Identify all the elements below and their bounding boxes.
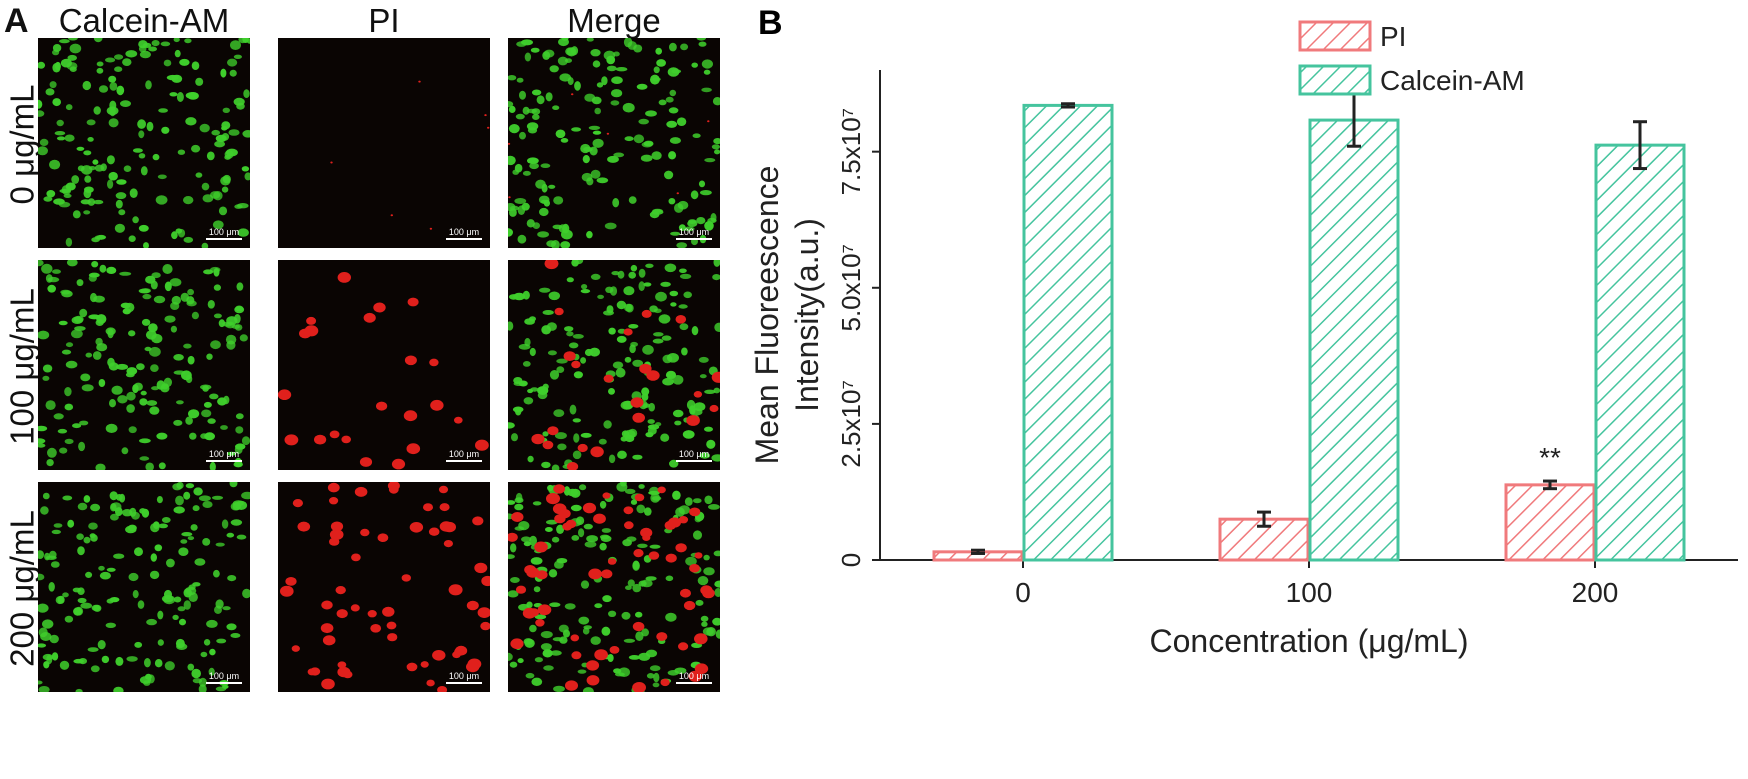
row-label-0: 0 μg/mL (3, 84, 41, 205)
legend-swatch-pi (1298, 20, 1372, 52)
row-label-200: 200 μg/mL (3, 510, 41, 667)
row-label-100: 100 μg/mL (3, 288, 41, 445)
micrograph-pi-row-2: 100 μm (278, 482, 490, 692)
y-tick-label: 5.0x10⁷ (836, 244, 866, 331)
merged-cells-image (508, 260, 720, 470)
scale-bar-line (676, 682, 712, 684)
merged-cells-image (508, 38, 720, 248)
bar-calcein-am-0 (1022, 103, 1114, 562)
x-tick-label: 0 (1015, 577, 1031, 608)
y-axis-title-line1: Mean Fluoreescence (749, 166, 785, 465)
panel-a: A Calcein-AM PI Merge 0 μg/mL 100 μg/mL … (0, 0, 740, 774)
x-tick-label: 200 (1572, 577, 1619, 608)
green-cells-image (38, 260, 250, 470)
micrograph-merge-row-0: 100 μm (508, 38, 720, 248)
scale-bar-line (676, 460, 712, 462)
scale-bar-line (206, 238, 242, 240)
scale-bar: 100 μm (206, 228, 242, 240)
scale-bar-line (206, 682, 242, 684)
micrograph-calcein-row-1: 100 μm (38, 260, 250, 470)
scale-bar: 100 μm (446, 672, 482, 684)
scale-bar: 100 μm (676, 672, 712, 684)
column-header-merge: Merge (567, 2, 661, 39)
bar-chart: B 0 2.5x10⁷ 5.0x10⁷ 7.5x10⁷ Mean Fluoreescen… (749, 4, 1738, 659)
scale-bar: 100 μm (676, 450, 712, 462)
green-cells-image (38, 482, 250, 692)
column-header-calcein: Calcein-AM (58, 2, 230, 39)
y-axis-title-line2: Intensity(a.u.) (789, 218, 825, 412)
scale-bar: 100 μm (206, 450, 242, 462)
bar-calcein-am-200 (1594, 143, 1686, 562)
scale-bar-label: 100 μm (448, 449, 480, 459)
scale-bar: 100 μm (446, 228, 482, 240)
scale-bar-label: 100 μm (678, 671, 710, 681)
y-tick-label: 2.5x10⁷ (836, 380, 866, 467)
red-cells-image (278, 272, 489, 470)
panel-b-label: B (758, 4, 783, 42)
scale-bar-label: 100 μm (208, 227, 240, 237)
x-axis-title: Concentration (μg/mL) (1149, 623, 1468, 659)
scale-bar: 100 μm (206, 672, 242, 684)
panel-b: B 0 2.5x10⁷ 5.0x10⁷ 7.5x10⁷ Mean Fluoreescen… (744, 0, 1748, 774)
significance-marker: ** (1539, 442, 1561, 473)
scale-bar-line (446, 682, 482, 684)
column-header-pi: PI (368, 2, 400, 39)
y-tick-label: 7.5x10⁷ (836, 108, 866, 195)
bar-calcein-am-100 (1308, 118, 1400, 562)
scale-bar-label: 100 μm (448, 227, 480, 237)
bar-pi-200 (1504, 483, 1596, 562)
micrograph-merge-row-1: 100 μm (508, 260, 720, 470)
legend-label-calcein-am: Calcein-AM (1380, 65, 1525, 96)
scale-bar-line (206, 460, 242, 462)
micrograph-calcein-row-0: 100 μm (38, 38, 250, 248)
micrograph-pi-row-1: 100 μm (278, 260, 490, 470)
red-cells-image (280, 482, 490, 692)
micrograph-pi-row-0: 100 μm (278, 38, 490, 248)
scale-bar-line (446, 238, 482, 240)
scale-bar-label: 100 μm (678, 449, 710, 459)
panel-a-label: A (4, 2, 29, 40)
scale-bar: 100 μm (446, 450, 482, 462)
scale-bar-line (446, 460, 482, 462)
scale-bar-label: 100 μm (448, 671, 480, 681)
x-tick-label: 100 (1286, 577, 1333, 608)
micrograph-merge-row-2: 100 μm (508, 482, 720, 692)
y-tick-label: 0 (836, 553, 866, 567)
micrograph-calcein-row-2: 100 μm (38, 482, 250, 692)
legend-label-pi: PI (1380, 21, 1406, 52)
green-cells-image (38, 38, 250, 248)
scale-bar-label: 100 μm (208, 449, 240, 459)
merged-cells-image (508, 482, 720, 692)
scale-bar: 100 μm (676, 228, 712, 240)
red-cells-image (330, 80, 490, 230)
scale-bar-label: 100 μm (208, 671, 240, 681)
scale-bar-line (676, 238, 712, 240)
legend-swatch-calcein-am (1298, 64, 1372, 96)
scale-bar-label: 100 μm (678, 227, 710, 237)
